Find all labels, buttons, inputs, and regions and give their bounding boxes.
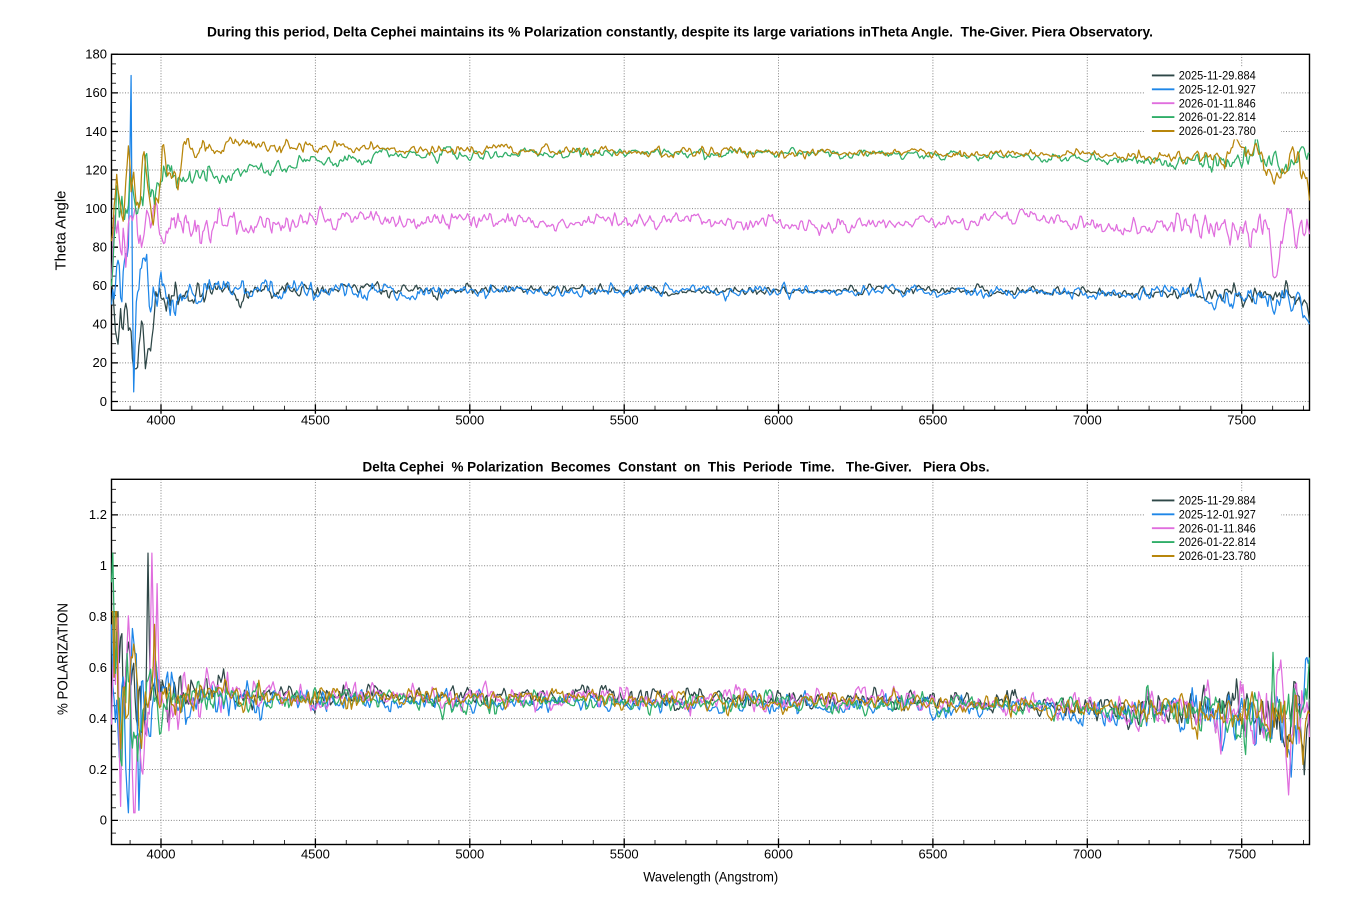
svg-text:4500: 4500 — [301, 847, 330, 862]
svg-text:2026-01-23.780: 2026-01-23.780 — [1179, 126, 1256, 138]
svg-text:7000: 7000 — [1073, 413, 1102, 428]
svg-text:160: 160 — [85, 85, 107, 100]
svg-text:2026-01-22.814: 2026-01-22.814 — [1179, 537, 1257, 549]
svg-text:0: 0 — [100, 813, 107, 828]
svg-text:6000: 6000 — [764, 413, 793, 428]
svg-text:7500: 7500 — [1227, 413, 1256, 428]
svg-text:4000: 4000 — [147, 847, 176, 862]
svg-text:Wavelength (Angstrom): Wavelength (Angstrom) — [643, 868, 778, 884]
svg-text:7000: 7000 — [1073, 847, 1102, 862]
svg-text:6500: 6500 — [918, 413, 947, 428]
svg-text:2025-11-29.884: 2025-11-29.884 — [1179, 71, 1257, 83]
svg-text:5000: 5000 — [455, 413, 484, 428]
svg-text:5000: 5000 — [455, 847, 484, 862]
svg-text:0.8: 0.8 — [89, 609, 107, 624]
svg-text:1: 1 — [100, 558, 107, 573]
svg-text:2026-01-23.780: 2026-01-23.780 — [1179, 551, 1256, 563]
svg-text:140: 140 — [85, 124, 107, 139]
svg-text:80: 80 — [93, 240, 107, 255]
svg-text:2026-01-11.846: 2026-01-11.846 — [1179, 523, 1256, 535]
svg-text:2025-11-29.884: 2025-11-29.884 — [1179, 496, 1257, 508]
svg-text:100: 100 — [85, 201, 107, 216]
svg-text:2026-01-11.846: 2026-01-11.846 — [1179, 98, 1256, 110]
svg-text:2026-01-22.814: 2026-01-22.814 — [1179, 112, 1257, 124]
svg-text:0.6: 0.6 — [89, 660, 107, 675]
svg-text:4500: 4500 — [301, 413, 330, 428]
svg-text:6500: 6500 — [918, 847, 947, 862]
svg-text:0.4: 0.4 — [89, 711, 107, 726]
svg-text:40: 40 — [93, 317, 107, 332]
svg-text:0: 0 — [100, 394, 107, 409]
svg-text:7500: 7500 — [1227, 847, 1256, 862]
svg-text:2025-12-01.927: 2025-12-01.927 — [1179, 84, 1256, 96]
svg-text:60: 60 — [93, 278, 107, 293]
svg-text:120: 120 — [85, 162, 107, 177]
svg-text:5500: 5500 — [610, 413, 639, 428]
svg-text:Delta Cephei % Polarization: Delta Cephei % Polarization Becomes Cons… — [363, 460, 990, 475]
svg-text:Theta Angle: Theta Angle — [52, 190, 69, 270]
svg-text:20: 20 — [93, 355, 107, 370]
svg-text:6000: 6000 — [764, 847, 793, 862]
svg-text:5500: 5500 — [610, 847, 639, 862]
svg-text:4000: 4000 — [147, 413, 176, 428]
svg-text:180: 180 — [85, 47, 107, 62]
svg-text:During this period, Delta Ceph: During this period, Delta Cephei maintai… — [207, 24, 1153, 40]
svg-text:% POLARIZATION: % POLARIZATION — [56, 603, 72, 715]
svg-text:1.2: 1.2 — [89, 507, 107, 522]
svg-text:0.2: 0.2 — [89, 762, 107, 777]
svg-text:2025-12-01.927: 2025-12-01.927 — [1179, 509, 1256, 521]
